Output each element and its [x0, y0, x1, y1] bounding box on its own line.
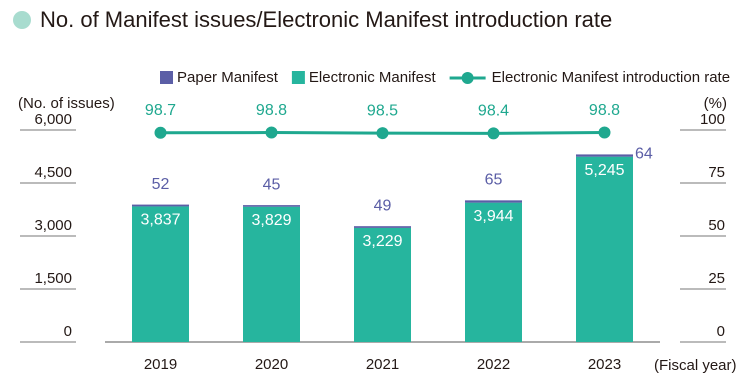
rate-marker [376, 127, 389, 140]
bar [576, 156, 633, 342]
data-label: 98.7 [145, 102, 176, 119]
chart-title: No. of Manifest issues/Electronic Manife… [40, 7, 612, 32]
bar [465, 202, 522, 342]
title-bullet [13, 11, 31, 29]
legend-label: Electronic Manifest introduction rate [492, 69, 730, 86]
y-tick-label: 3,000 [34, 217, 72, 234]
y-tick-label: 1,500 [34, 270, 72, 287]
y2-tick-label: 100 [700, 111, 725, 128]
rate-marker [265, 126, 278, 139]
legend-marker [461, 72, 474, 84]
bar [354, 227, 411, 342]
y-axis-label: (No. of issues) [18, 95, 115, 112]
x-tick-label: 2022 [477, 356, 510, 373]
legend-label: Paper Manifest [177, 69, 279, 86]
data-label: 52 [152, 176, 170, 193]
legend-label: Electronic Manifest [309, 69, 437, 86]
rate-marker [598, 126, 611, 139]
y2-axis-label: (%) [704, 95, 727, 112]
bar [576, 154, 633, 157]
data-label: 3,829 [251, 212, 291, 229]
data-label: 5,245 [584, 162, 624, 179]
y-tick-label: 4,500 [34, 164, 72, 181]
y2-tick-label: 0 [717, 323, 725, 340]
legend-swatch [160, 71, 173, 84]
data-label: 98.5 [367, 102, 398, 119]
data-label: 3,229 [362, 233, 402, 250]
bar [354, 226, 411, 228]
y-tick-label: 6,000 [34, 111, 72, 128]
legend-swatch [291, 71, 305, 84]
data-label: 65 [485, 172, 503, 189]
data-label: 3,944 [473, 208, 513, 225]
rate-marker [487, 127, 500, 140]
bar [243, 206, 300, 342]
x-tick-label: 2019 [144, 356, 177, 373]
data-label: 98.8 [589, 102, 620, 119]
rate-marker [154, 126, 167, 139]
y2-tick-label: 25 [708, 270, 725, 287]
x-tick-label: 2020 [255, 356, 288, 373]
x-tick-label: 2023 [588, 356, 621, 373]
bar [132, 204, 189, 207]
data-label: 98.4 [478, 103, 509, 120]
y-tick-label: 0 [64, 323, 72, 340]
data-label: 45 [263, 176, 281, 193]
data-label: 98.8 [256, 102, 287, 119]
y2-tick-label: 75 [708, 164, 725, 181]
y2-tick-label: 50 [708, 217, 725, 234]
data-label: 49 [374, 197, 392, 214]
x-tick-label: 2021 [366, 356, 399, 373]
bar [465, 200, 522, 203]
bar [243, 205, 300, 207]
x-axis-label: (Fiscal year) [654, 357, 737, 374]
data-label: 64 [635, 146, 653, 163]
data-label: 3,837 [140, 212, 180, 229]
bar [132, 206, 189, 342]
